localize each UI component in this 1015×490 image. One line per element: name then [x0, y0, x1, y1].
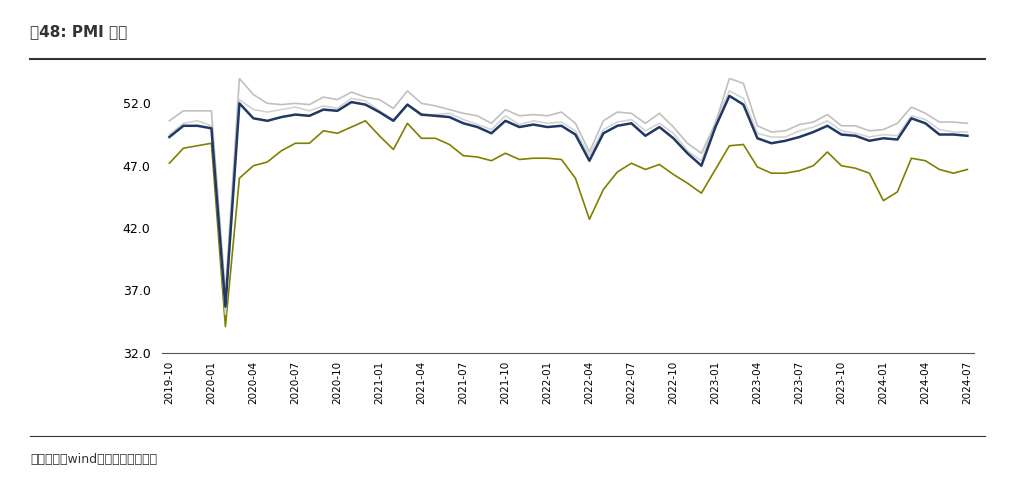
PMI：小型企业	[374, 133, 386, 139]
PMI：小型企业	[864, 170, 876, 176]
PMI：小型企业	[388, 147, 400, 152]
PMI：中型企业	[359, 98, 371, 104]
PMI：大型企业	[961, 121, 973, 126]
PMI	[934, 132, 946, 138]
PMI：中型企业	[724, 88, 736, 94]
PMI：中型企业	[961, 129, 973, 135]
PMI	[374, 109, 386, 115]
PMI：中型企业	[864, 134, 876, 140]
PMI	[724, 93, 736, 99]
PMI：大型企业	[374, 97, 386, 102]
Text: 数据来源：wind，东吴证券研究所: 数据来源：wind，东吴证券研究所	[30, 452, 157, 466]
PMI	[864, 138, 876, 144]
Line: PMI: PMI	[170, 96, 967, 307]
Line: PMI：中型企业: PMI：中型企业	[170, 91, 967, 314]
PMI：大型企业	[780, 128, 792, 134]
PMI：中型企业	[934, 126, 946, 132]
PMI：大型企业	[163, 118, 176, 124]
Line: PMI：大型企业: PMI：大型企业	[170, 78, 967, 293]
Line: PMI：小型企业: PMI：小型企业	[170, 121, 967, 327]
PMI：大型企业	[219, 290, 231, 296]
PMI：小型企业	[961, 167, 973, 172]
PMI：大型企业	[388, 105, 400, 111]
PMI：中型企业	[780, 134, 792, 140]
Text: 图48: PMI 走势: 图48: PMI 走势	[30, 24, 128, 40]
PMI：小型企业	[724, 143, 736, 148]
PMI	[163, 134, 176, 140]
PMI：小型企业	[934, 167, 946, 172]
PMI	[709, 124, 722, 130]
PMI：中型企业	[219, 311, 231, 317]
PMI	[359, 101, 371, 107]
PMI：小型企业	[219, 324, 231, 330]
PMI：大型企业	[864, 128, 876, 134]
PMI：小型企业	[780, 170, 792, 176]
PMI	[780, 138, 792, 144]
PMI：中型企业	[709, 119, 722, 125]
PMI：中型企业	[374, 108, 386, 114]
PMI：大型企业	[233, 75, 246, 81]
PMI：小型企业	[163, 160, 176, 166]
PMI：小型企业	[359, 118, 371, 124]
PMI：大型企业	[724, 75, 736, 81]
PMI：大型企业	[934, 119, 946, 125]
PMI：中型企业	[163, 132, 176, 138]
PMI	[219, 304, 231, 310]
PMI	[961, 133, 973, 139]
